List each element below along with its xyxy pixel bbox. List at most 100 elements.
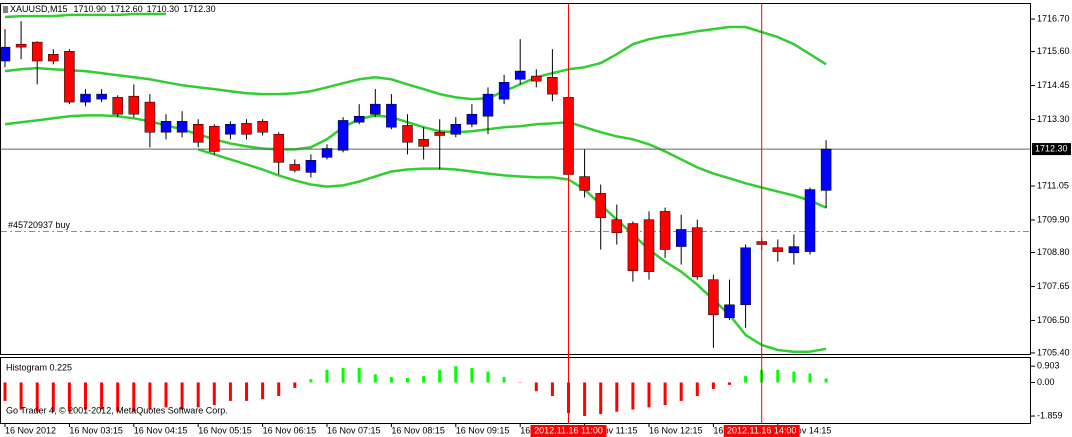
candle-body [692,227,703,277]
candle-body [547,77,558,95]
symbol-icon [3,6,8,13]
order-label: #45720937 buy [8,220,71,230]
candle-body [176,121,188,133]
candle-body [64,51,75,103]
x-tick-label: 16 Nov 11:15 [585,425,638,435]
candle-body [531,75,542,82]
histogram-y-tick-label: 0.903 [1037,361,1060,371]
y-tick-label: 1707.65 [1037,281,1070,291]
candle-body [514,70,526,80]
low-value: 1710.30 [147,4,180,14]
candle-body [643,219,655,272]
candle-body [370,103,381,115]
x-tick-label: 16 Nov 12:15 [649,425,703,435]
y-tick-label: 1714.45 [1037,80,1070,90]
close-value: 1712.30 [183,4,216,14]
header: XAUUSD,M15 1710.90 1712.60 1710.30 1712.30 [10,4,216,14]
candle-body [466,113,478,125]
candle-body [257,121,268,133]
symbol: XAUUSD,M15 [10,4,68,14]
candle-body [386,103,397,128]
candle-body [627,223,639,272]
candle-body [160,121,172,133]
marker-label: 2012.11.16 14:00 [727,425,796,435]
x-tick-label: 16 Nov 03:15 [69,425,123,435]
candle-body [804,189,816,252]
candle-body [434,131,445,136]
candle-body [611,219,623,233]
candle-body [788,246,800,254]
y-tick-label: 1709.90 [1037,214,1070,224]
candle-body [595,193,606,218]
current-price-box [1032,143,1071,156]
candle-body [192,124,204,143]
candle-body [209,126,220,152]
histogram-y-tick-label: 0.00 [1037,377,1055,387]
high-value: 1712.60 [110,4,143,14]
candle-body [112,97,123,115]
candle-body [724,304,735,319]
copyright: Go Trader 4, © 2001-2012, MetaQuotes Sof… [6,405,228,415]
candle-body [273,134,284,163]
marker-box [530,425,607,437]
main-frame [0,3,1031,355]
candle-body [48,53,59,62]
x-tick-label: 16 Nov 09:15 [456,425,510,435]
y-tick-label: 1706.50 [1037,315,1070,325]
marker-box [723,425,800,437]
x-tick-label: 16 Nov 05:15 [198,425,252,435]
candle-body [772,247,784,252]
candle-body [1,46,11,62]
candle-body [241,123,252,135]
candle-body [321,148,333,158]
y-tick-label: 1713.30 [1037,114,1070,124]
candle-body [418,139,429,147]
x-tick-label: 16 Nov 2012 [5,425,56,435]
band-line [4,12,166,19]
y-tick-label: 1711.05 [1037,180,1069,190]
candle-body [225,124,236,135]
band-line [4,25,827,101]
candle-body [708,279,719,316]
y-tick-label: 1715.60 [1037,46,1070,56]
y-tick-label: 1716.70 [1037,13,1070,23]
x-tick-label: 16 Nov 07:15 [327,425,381,435]
band-line [197,148,827,353]
candle-body [740,247,751,306]
candle-body [450,124,462,135]
candle-body [353,116,365,123]
candle-body [144,101,156,133]
histogram-frame [0,357,1031,424]
candle-body [96,93,107,100]
y-tick-label: 1705.40 [1037,347,1070,357]
candle-body [498,82,510,100]
candle-body [402,125,413,143]
x-tick-label: 16 Nov 04:15 [134,425,188,435]
x-tick-label: 16 Nov 14:15 [778,425,832,435]
y-tick-label: 1708.80 [1037,247,1070,257]
candle-body [80,93,91,103]
candle-body [675,229,687,247]
candle-body [659,211,671,250]
candle-body [31,41,43,62]
histogram-y-tick-label: -1.859 [1037,410,1063,420]
marker-label: 2012.11.16 11:00 [534,425,603,435]
open-value: 1710.90 [74,4,107,14]
band-line [4,114,827,209]
histogram-title: Histogram 0.225 [6,362,72,372]
x-tick-label: 16 Nov 06:15 [263,425,317,435]
candle-body [579,176,590,191]
candle-body [482,93,494,117]
candle-body [128,95,140,115]
candle-body [337,120,349,151]
candle-body [820,148,832,191]
overlay: 1716.70 1715.60 1714.45 1713.30 1711.05 1709.… [4,4,1071,437]
x-tick-label: 16 Nov 08:15 [391,425,445,435]
candle-body [15,43,27,48]
candle-body [305,160,317,173]
current-price-label: 1712.30 [1035,143,1068,153]
main-plot [1,12,1030,353]
candle-body [289,164,301,171]
